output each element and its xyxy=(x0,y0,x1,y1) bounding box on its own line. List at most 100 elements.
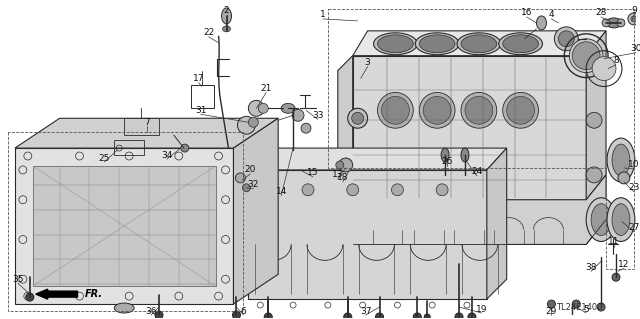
Ellipse shape xyxy=(586,167,602,183)
Text: 22: 22 xyxy=(203,28,214,37)
Polygon shape xyxy=(353,175,606,244)
Ellipse shape xyxy=(259,103,268,113)
Text: 32: 32 xyxy=(248,180,259,189)
Ellipse shape xyxy=(502,35,538,53)
Ellipse shape xyxy=(631,16,637,22)
Ellipse shape xyxy=(376,313,383,319)
Ellipse shape xyxy=(281,103,295,113)
Ellipse shape xyxy=(612,144,630,176)
Text: 24: 24 xyxy=(471,167,483,176)
Ellipse shape xyxy=(26,293,34,301)
Polygon shape xyxy=(353,31,606,56)
Ellipse shape xyxy=(181,144,189,152)
Ellipse shape xyxy=(424,314,430,319)
Text: 18: 18 xyxy=(337,174,349,182)
Text: 27: 27 xyxy=(628,223,639,232)
Ellipse shape xyxy=(155,311,163,319)
Ellipse shape xyxy=(592,57,616,80)
Ellipse shape xyxy=(378,93,413,128)
Ellipse shape xyxy=(558,31,574,47)
Ellipse shape xyxy=(572,300,580,308)
Text: 37: 37 xyxy=(360,307,371,315)
Text: 35: 35 xyxy=(12,275,24,284)
Ellipse shape xyxy=(597,303,605,311)
Ellipse shape xyxy=(415,33,459,55)
Text: 26: 26 xyxy=(442,158,452,167)
Ellipse shape xyxy=(419,35,455,53)
Ellipse shape xyxy=(381,96,410,124)
Text: 16: 16 xyxy=(521,9,532,18)
Polygon shape xyxy=(15,118,278,148)
Ellipse shape xyxy=(374,33,417,55)
Text: 33: 33 xyxy=(312,111,324,120)
Ellipse shape xyxy=(502,93,538,128)
Polygon shape xyxy=(15,148,234,304)
Ellipse shape xyxy=(345,314,351,319)
Ellipse shape xyxy=(257,184,269,196)
Text: 5: 5 xyxy=(583,305,589,314)
Ellipse shape xyxy=(602,19,610,27)
Text: 11: 11 xyxy=(608,237,620,246)
Text: 21: 21 xyxy=(260,84,272,93)
Polygon shape xyxy=(33,166,216,286)
Ellipse shape xyxy=(336,161,344,169)
Ellipse shape xyxy=(554,27,578,51)
Text: 8: 8 xyxy=(613,56,619,65)
Text: 12: 12 xyxy=(618,260,630,269)
Ellipse shape xyxy=(461,148,469,162)
Polygon shape xyxy=(338,56,353,215)
Polygon shape xyxy=(487,148,507,299)
Ellipse shape xyxy=(591,204,611,235)
Text: 30: 30 xyxy=(630,44,640,53)
Text: 10: 10 xyxy=(628,160,639,169)
Text: 20: 20 xyxy=(244,166,256,174)
Ellipse shape xyxy=(347,184,358,196)
Text: 13: 13 xyxy=(332,170,344,179)
Ellipse shape xyxy=(237,116,255,134)
Polygon shape xyxy=(353,56,586,200)
Text: 31: 31 xyxy=(195,106,207,115)
Text: 34: 34 xyxy=(161,151,173,160)
Text: 17: 17 xyxy=(193,74,204,83)
Polygon shape xyxy=(248,170,487,299)
Ellipse shape xyxy=(547,300,556,308)
Text: 28: 28 xyxy=(595,9,607,18)
Ellipse shape xyxy=(617,19,625,27)
Ellipse shape xyxy=(378,35,413,53)
Ellipse shape xyxy=(461,35,497,53)
Ellipse shape xyxy=(348,108,367,128)
Ellipse shape xyxy=(301,123,311,133)
Ellipse shape xyxy=(392,184,403,196)
Text: 7: 7 xyxy=(144,118,150,127)
Text: 3: 3 xyxy=(365,58,371,67)
Ellipse shape xyxy=(570,39,603,72)
Ellipse shape xyxy=(507,96,534,124)
Polygon shape xyxy=(124,118,159,135)
Ellipse shape xyxy=(455,313,463,319)
Polygon shape xyxy=(586,31,606,200)
Text: 23: 23 xyxy=(628,183,639,192)
Ellipse shape xyxy=(302,184,314,196)
Text: TL24E1400: TL24E1400 xyxy=(556,302,603,312)
Ellipse shape xyxy=(236,173,245,183)
Text: 9: 9 xyxy=(631,6,637,15)
Ellipse shape xyxy=(248,100,264,116)
Ellipse shape xyxy=(436,184,448,196)
Text: 14: 14 xyxy=(275,187,287,196)
Ellipse shape xyxy=(607,198,635,241)
Ellipse shape xyxy=(243,184,250,192)
Ellipse shape xyxy=(499,33,543,55)
Ellipse shape xyxy=(457,33,500,55)
Ellipse shape xyxy=(628,13,640,25)
Ellipse shape xyxy=(221,8,232,24)
Ellipse shape xyxy=(413,313,421,319)
Ellipse shape xyxy=(607,138,635,182)
Ellipse shape xyxy=(232,311,241,319)
Ellipse shape xyxy=(536,16,547,30)
Text: 6: 6 xyxy=(241,307,246,315)
Ellipse shape xyxy=(586,198,616,241)
Ellipse shape xyxy=(618,172,630,184)
Ellipse shape xyxy=(419,93,455,128)
Ellipse shape xyxy=(572,42,600,70)
Ellipse shape xyxy=(461,93,497,128)
